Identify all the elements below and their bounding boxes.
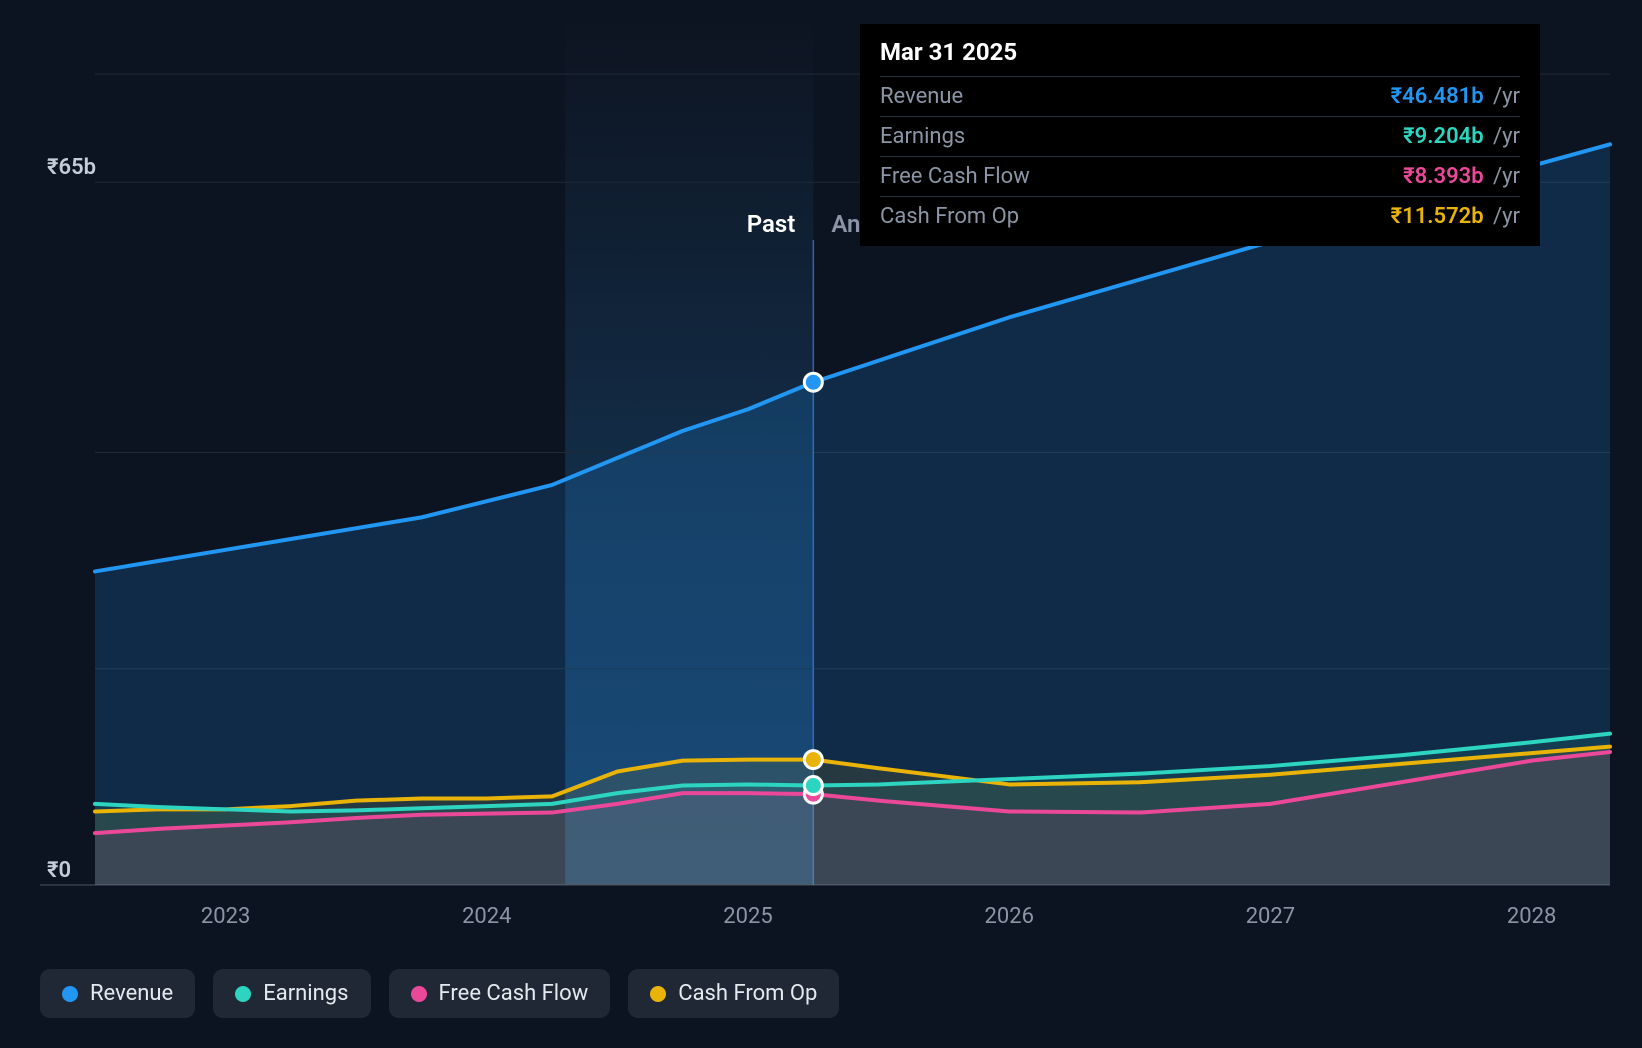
legend-dot-icon xyxy=(650,986,666,1002)
x-axis-tick-label: 2026 xyxy=(984,904,1033,929)
tooltip-row-value: ₹8.393b /yr xyxy=(1403,164,1520,189)
x-axis-tick-label: 2024 xyxy=(462,904,511,929)
past-label: Past xyxy=(747,210,796,238)
tooltip-row-label: Free Cash Flow xyxy=(880,164,1030,189)
tooltip-row-label: Earnings xyxy=(880,124,965,149)
legend-item-revenue[interactable]: Revenue xyxy=(40,969,195,1018)
marker-revenue[interactable] xyxy=(804,373,822,391)
legend-label: Revenue xyxy=(90,981,173,1006)
tooltip-row-unit: /yr xyxy=(1488,84,1520,109)
chart-tooltip: Mar 31 2025 Revenue ₹46.481b /yr Earnings ₹… xyxy=(860,24,1540,246)
legend-dot-icon xyxy=(235,986,251,1002)
tooltip-row-unit: /yr xyxy=(1488,124,1520,149)
tooltip-row: Free Cash Flow ₹8.393b /yr xyxy=(880,156,1520,196)
y-axis-tick-label: ₹65b xyxy=(47,155,96,180)
legend-label: Free Cash Flow xyxy=(439,981,589,1006)
tooltip-row-unit: /yr xyxy=(1488,164,1520,189)
x-axis-tick-label: 2027 xyxy=(1246,904,1295,929)
tooltip-row-label: Cash From Op xyxy=(880,204,1019,229)
y-axis-tick-label: ₹0 xyxy=(47,858,71,883)
financial-forecast-chart[interactable]: PastAnalysts Forecasts₹0₹65b202320242025… xyxy=(0,0,1642,1048)
tooltip-row-unit: /yr xyxy=(1488,204,1520,229)
legend-item-fcf[interactable]: Free Cash Flow xyxy=(389,969,611,1018)
legend-item-earnings[interactable]: Earnings xyxy=(213,969,370,1018)
marker-earnings[interactable] xyxy=(804,777,822,795)
tooltip-row: Cash From Op ₹11.572b /yr xyxy=(880,196,1520,236)
legend-item-cash_from_op[interactable]: Cash From Op xyxy=(628,969,839,1018)
x-axis-tick-label: 2023 xyxy=(201,904,250,929)
tooltip-row-value: ₹11.572b /yr xyxy=(1391,204,1520,229)
legend-dot-icon xyxy=(411,986,427,1002)
x-axis-tick-label: 2025 xyxy=(723,904,772,929)
tooltip-row-value: ₹9.204b /yr xyxy=(1403,124,1520,149)
legend-label: Earnings xyxy=(263,981,348,1006)
tooltip-date: Mar 31 2025 xyxy=(880,38,1520,76)
x-axis-tick-label: 2028 xyxy=(1507,904,1556,929)
tooltip-row-value: ₹46.481b /yr xyxy=(1391,84,1520,109)
tooltip-row: Earnings ₹9.204b /yr xyxy=(880,116,1520,156)
tooltip-row-label: Revenue xyxy=(880,84,963,109)
legend-dot-icon xyxy=(62,986,78,1002)
tooltip-row: Revenue ₹46.481b /yr xyxy=(880,76,1520,116)
legend-label: Cash From Op xyxy=(678,981,817,1006)
marker-cash_from_op[interactable] xyxy=(804,751,822,769)
chart-legend: Revenue Earnings Free Cash Flow Cash From O… xyxy=(40,969,839,1018)
